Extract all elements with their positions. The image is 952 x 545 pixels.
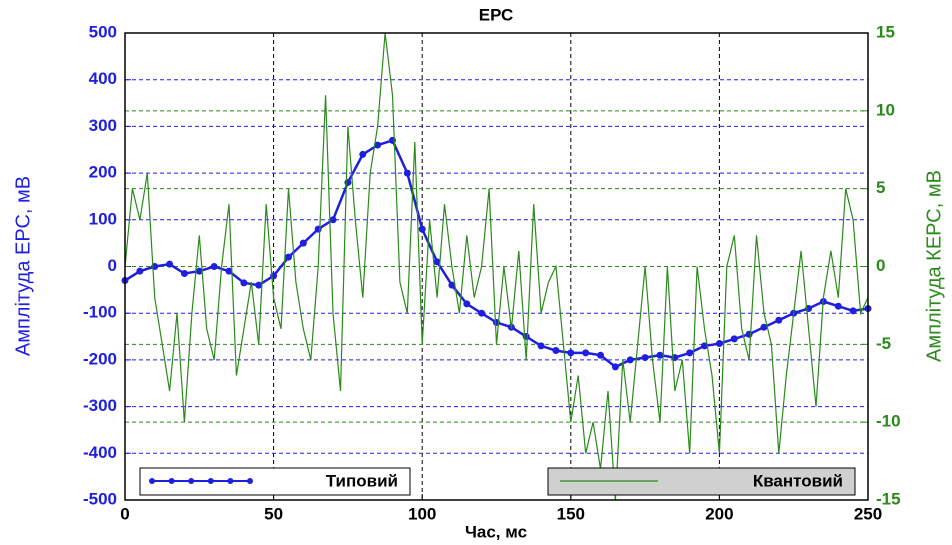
point-marker	[611, 363, 619, 371]
point-marker	[849, 307, 857, 315]
y2-tick-label: -5	[876, 334, 891, 353]
point-marker	[433, 258, 441, 266]
point-marker	[240, 279, 248, 287]
point-marker	[359, 150, 367, 158]
x-tick-label: 200	[705, 504, 733, 523]
point-marker	[136, 267, 144, 275]
y-tick-label: -200	[83, 349, 117, 368]
x-tick-label: 250	[854, 504, 882, 523]
point-marker	[255, 281, 263, 289]
series-line	[125, 33, 868, 500]
legend-swatch-marker	[188, 478, 195, 484]
legend-swatch-marker	[207, 478, 214, 484]
point-marker	[314, 225, 322, 233]
y-tick-label: -300	[83, 396, 117, 415]
point-marker	[418, 225, 426, 233]
point-marker	[760, 323, 768, 331]
y-tick-label: 500	[89, 22, 117, 41]
y2-tick-label: 15	[876, 22, 895, 41]
y-axis-label: Амплітуда ЕРС, мВ	[12, 176, 34, 356]
point-marker	[626, 356, 634, 364]
y2-tick-label: -10	[876, 412, 901, 431]
point-marker	[641, 354, 649, 362]
y-tick-label: 400	[89, 69, 117, 88]
point-marker	[730, 335, 738, 343]
point-marker	[686, 349, 694, 357]
point-marker	[597, 351, 605, 359]
x-tick-label: 150	[557, 504, 585, 523]
point-marker	[552, 347, 560, 355]
point-marker	[210, 263, 218, 270]
point-marker	[463, 300, 471, 308]
point-marker	[329, 216, 337, 224]
legend-swatch-marker	[227, 478, 234, 484]
point-marker	[775, 316, 783, 324]
point-marker	[522, 333, 530, 341]
y-tick-label: -500	[83, 489, 117, 508]
point-marker	[374, 141, 382, 149]
legend-label: Типовий	[326, 471, 398, 490]
point-marker	[180, 270, 188, 278]
point-marker	[299, 239, 307, 247]
point-marker	[701, 342, 709, 350]
point-marker	[344, 178, 352, 186]
point-marker	[478, 309, 486, 317]
y-tick-label: 100	[89, 209, 117, 228]
legend-swatch-marker	[247, 478, 253, 484]
y2-tick-label: 10	[876, 100, 895, 119]
x-axis-label: Час, мс	[465, 522, 527, 541]
point-marker	[745, 330, 753, 338]
point-marker	[448, 281, 456, 289]
legend-swatch-marker	[149, 478, 155, 484]
point-marker	[582, 349, 590, 357]
y-tick-label: -400	[83, 443, 117, 462]
plot-frame	[124, 32, 869, 501]
point-marker	[284, 253, 292, 261]
legend-swatch-marker	[168, 478, 175, 484]
point-marker	[195, 267, 203, 275]
x-tick-label: 100	[408, 504, 436, 523]
y2-tick-label: -15	[876, 489, 901, 508]
x-tick-label: 50	[264, 504, 283, 523]
y2-tick-label: 0	[876, 256, 885, 275]
point-marker	[537, 342, 545, 350]
chart-title: ЕРС	[479, 5, 514, 24]
x-tick-label: 0	[120, 504, 129, 523]
point-marker	[715, 340, 723, 348]
y-tick-label: 0	[108, 256, 117, 275]
point-marker	[166, 260, 174, 268]
y2-axis-label: Амплітуда КЕРС, мВ	[923, 170, 945, 362]
point-marker	[403, 169, 411, 177]
point-marker	[225, 267, 233, 275]
y-tick-label: -100	[83, 303, 117, 322]
point-marker	[567, 349, 575, 357]
point-marker	[656, 351, 664, 359]
point-marker	[834, 302, 842, 310]
legend-label: Квантовий	[753, 471, 843, 490]
y-tick-label: 200	[89, 163, 117, 182]
y2-tick-label: 5	[876, 178, 885, 197]
y-tick-label: 300	[89, 116, 117, 135]
